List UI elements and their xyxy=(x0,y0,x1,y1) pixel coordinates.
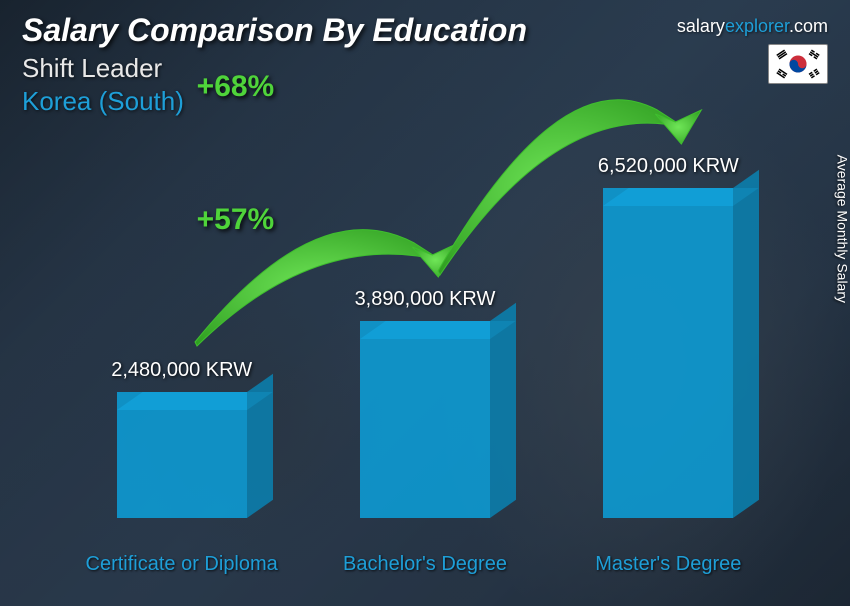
bars-container: 2,480,000 KRW 3,890,000 KRW 6,520,000 KRW xyxy=(60,130,790,518)
watermark-prefix: salary xyxy=(677,16,725,36)
country-name: Korea (South) xyxy=(22,86,527,117)
watermark-suffix: .com xyxy=(789,16,828,36)
bar-3d-0 xyxy=(117,392,247,518)
bar-value-0: 2,480,000 KRW xyxy=(111,359,252,382)
y-axis-label: Average Monthly Salary xyxy=(834,155,850,303)
bar-value-2: 6,520,000 KRW xyxy=(598,155,739,178)
bar-3d-1 xyxy=(360,321,490,518)
header: Salary Comparison By Education Shift Lea… xyxy=(22,12,527,117)
chart-area: 2,480,000 KRW3,890,000 KRW6,520,000 KRW … xyxy=(60,130,790,576)
bar-3d-2 xyxy=(603,188,733,518)
page-title: Salary Comparison By Education xyxy=(22,12,527,49)
watermark: salaryexplorer.com xyxy=(677,16,828,37)
bar-group-0: 2,480,000 KRW xyxy=(82,359,282,518)
job-title: Shift Leader xyxy=(22,53,527,84)
country-flag-icon xyxy=(768,44,828,84)
bar-group-1: 3,890,000 KRW xyxy=(325,288,525,518)
bar-label-2: Master's Degree xyxy=(568,552,768,576)
bar-labels-container: Certificate or Diploma Bachelor's Degree M… xyxy=(60,552,790,576)
infographic-container: Salary Comparison By Education Shift Lea… xyxy=(0,0,850,606)
bar-label-1: Bachelor's Degree xyxy=(325,552,525,576)
bar-group-2: 6,520,000 KRW xyxy=(568,155,768,518)
bar-value-1: 3,890,000 KRW xyxy=(355,288,496,311)
bar-label-0: Certificate or Diploma xyxy=(82,552,282,576)
watermark-highlight: explorer xyxy=(725,16,789,36)
